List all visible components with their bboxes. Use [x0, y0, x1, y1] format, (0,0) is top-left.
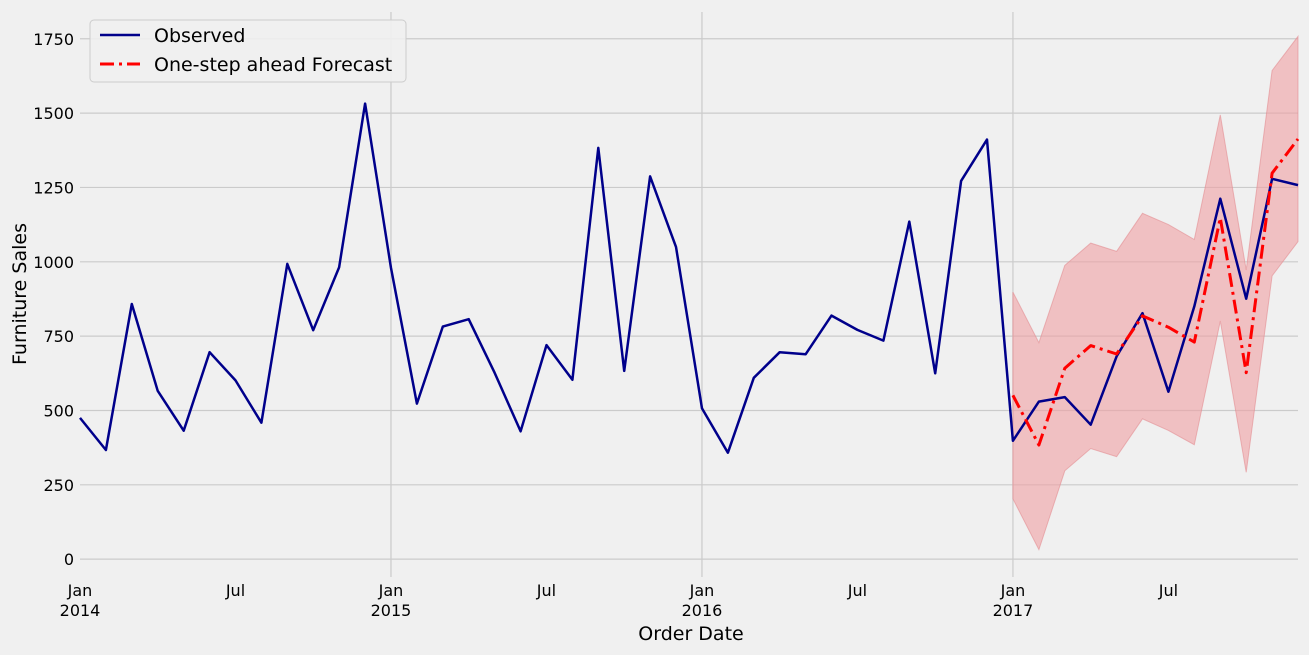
legend-label-forecast: One-step ahead Forecast	[154, 54, 392, 76]
y-axis-ticks: 0 250 500 750 1000 1250 1500 1750	[33, 30, 74, 569]
legend-label-observed: Observed	[154, 25, 245, 47]
legend: Observed One-step ahead Forecast	[89, 19, 407, 83]
confidence-interval-band	[1012, 34, 1299, 551]
x-tick-label: Jul	[1158, 581, 1178, 600]
y-tick-label: 0	[64, 550, 74, 569]
legend-box	[89, 19, 407, 83]
x-tick-label: Jul	[536, 581, 556, 600]
x-tick-label: Jan	[1000, 581, 1026, 600]
y-tick-label: 250	[43, 476, 74, 495]
y-tick-label: 500	[43, 401, 74, 420]
x-axis-title: Order Date	[638, 623, 743, 645]
y-tick-label: 750	[43, 327, 74, 346]
x-tick-year-label: 2014	[60, 601, 101, 620]
y-axis-title: Furniture Sales	[9, 223, 31, 365]
x-tick-label: Jan	[689, 581, 715, 600]
y-tick-label: 1250	[33, 178, 74, 197]
x-tick-label: Jan	[378, 581, 404, 600]
x-tick-year-label: 2017	[993, 601, 1034, 620]
x-tick-year-label: 2015	[371, 601, 412, 620]
x-tick-label: Jul	[225, 581, 245, 600]
x-tick-label: Jan	[67, 581, 93, 600]
y-tick-label: 1000	[33, 253, 74, 272]
y-tick-label: 1500	[33, 104, 74, 123]
y-tick-label: 1750	[33, 30, 74, 49]
observed-series-line	[79, 102, 1299, 454]
x-tick-year-label: 2016	[682, 601, 723, 620]
x-tick-label: Jul	[847, 581, 867, 600]
